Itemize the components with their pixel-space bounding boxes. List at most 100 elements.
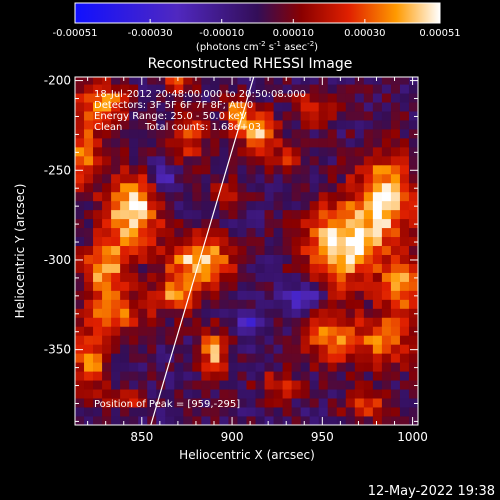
image-pixel [345,380,356,390]
image-pixel [309,120,320,130]
image-pixel [354,93,365,103]
image-pixel [111,227,121,238]
image-pixel [390,362,401,372]
image-pixel [165,362,175,372]
image-pixel [183,182,193,193]
image-pixel [372,111,383,121]
image-pixel [84,308,94,318]
image-pixel [165,299,175,309]
image-pixel [246,344,256,354]
image-pixel [129,111,139,121]
image-pixel [183,371,193,381]
image-pixel [192,173,202,184]
image-pixel [255,317,265,327]
image-pixel [336,245,347,255]
colorbar-tick-label: 0.00030 [344,28,385,39]
image-pixel [192,120,202,130]
chart-title: Reconstructed RHESSI Image [148,56,353,72]
image-pixel [147,290,157,300]
image-pixel [291,236,302,247]
image-pixel [156,236,166,247]
image-pixel [336,290,347,300]
image-pixel [210,362,220,372]
image-pixel [75,120,85,130]
image-pixel [111,380,121,390]
image-pixel [165,129,175,139]
image-pixel [201,371,211,381]
image-pixel [318,407,329,417]
image-pixel [408,93,418,103]
image-pixel [300,335,311,345]
image-pixel [102,93,112,103]
image-pixel [282,299,293,309]
image-pixel [183,308,193,318]
image-pixel [120,290,130,300]
image-pixel [219,308,229,318]
image-pixel [327,344,338,354]
image-pixel [264,344,274,354]
image-pixel [102,407,112,417]
image-pixel [129,182,139,193]
image-pixel [102,254,112,264]
image-pixel [237,416,247,425]
image-pixel [219,182,229,193]
image-pixel [138,120,148,130]
image-pixel [75,227,85,238]
image-pixel [273,299,284,309]
image-pixel [381,209,392,220]
image-pixel [183,398,193,408]
image-pixel [219,137,229,148]
image-pixel [246,317,256,327]
image-pixel [282,93,293,103]
image-pixel [165,254,175,264]
image-pixel [147,407,157,417]
image-pixel [102,129,112,139]
image-pixel [84,93,94,103]
image-pixel [273,93,284,103]
image-pixel [138,380,148,390]
image-pixel [300,389,311,399]
image-pixel [237,245,247,255]
image-pixel [354,335,365,345]
image-pixel [165,191,175,202]
image-pixel [192,335,202,345]
image-pixel [300,155,311,166]
image-pixel [237,84,247,94]
image-pixel [165,344,175,354]
image-pixel [183,93,193,103]
image-pixel [147,236,157,247]
image-pixel [363,344,374,354]
image-pixel [327,129,338,139]
image-pixel [336,102,347,112]
image-pixel [156,416,166,425]
x-axis-label: Heliocentric X (arcsec) [179,448,315,462]
image-pixel [363,380,374,390]
image-pixel [345,326,356,336]
image-pixel [336,77,347,85]
image-pixel [165,146,175,157]
image-pixel [147,84,157,94]
image-pixel [102,263,112,273]
image-pixel [318,272,329,282]
image-pixel [264,102,274,112]
image-pixel [273,353,284,363]
image-pixel [336,129,347,139]
image-pixel [282,111,293,121]
image-pixel [309,236,320,247]
image-pixel [138,84,148,94]
image-pixel [336,254,347,264]
image-pixel [237,209,247,220]
image-pixel [93,137,103,148]
image-pixel [390,164,401,175]
image-pixel [93,227,103,238]
image-pixel [156,93,166,103]
image-pixel [219,281,229,291]
image-pixel [93,389,103,399]
image-pixel [138,182,148,193]
image-pixel [93,77,103,85]
image-pixel [318,129,329,139]
image-pixel [255,389,265,399]
image-pixel [291,308,302,318]
image-pixel [399,137,410,148]
image-pixel [300,353,311,363]
